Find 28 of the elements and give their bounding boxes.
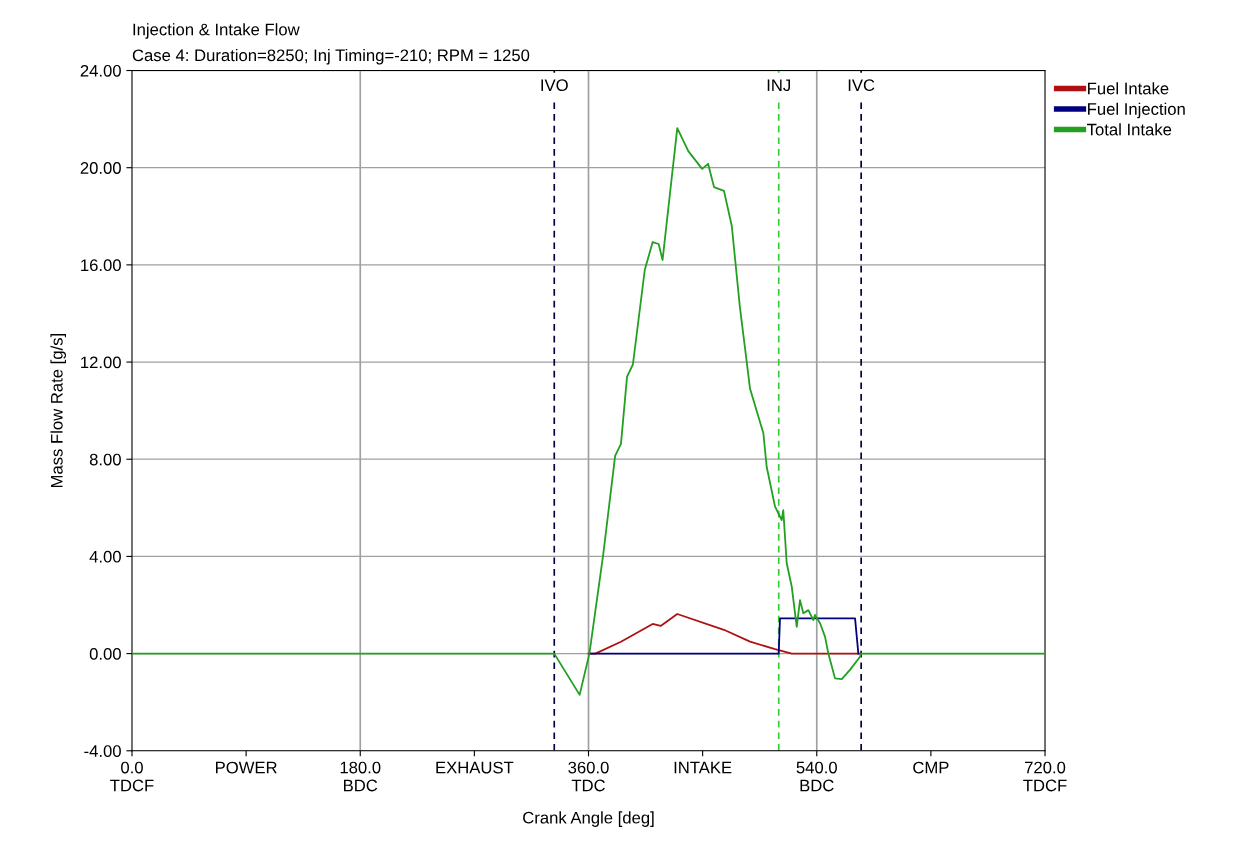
y-tick-label: 24.00 (80, 64, 121, 77)
x-tick-label: INTAKE (674, 761, 732, 774)
legend-label: Total Intake (1087, 123, 1172, 136)
x-tick-label: 720.0 TDCF (1023, 761, 1067, 792)
legend-label: Fuel Intake (1088, 82, 1169, 95)
y-tick-label: 16.00 (81, 259, 121, 272)
x-tick-label: CMP (913, 761, 949, 774)
y-tick-label: 8.00 (89, 453, 121, 466)
chart-subtitle: Case 4: Duration=8250; Inj Timing=-210; RPM = 1250 (132, 48, 530, 65)
x-tick-label: 540.0 BDC (796, 761, 837, 792)
x-tick-label: 360.0 TDC (568, 761, 609, 792)
legend-label: Fuel Injection (1088, 102, 1185, 119)
chart-title: Injection & Intake Flow (133, 23, 300, 39)
ref-line-label: IVO (541, 79, 568, 92)
y-axis-title: Mass Flow Rate [g/s] (50, 334, 66, 488)
x-tick-label: EXHAUST (436, 761, 514, 774)
x-tick-label: 180.0 BDC (340, 761, 381, 792)
ref-line-label: IVC (848, 79, 875, 92)
y-tick-label: 12.00 (81, 356, 121, 369)
y-tick-label: 0.00 (89, 648, 121, 660)
x-tick-label: POWER (216, 761, 277, 774)
y-tick-label: 4.00 (89, 550, 121, 563)
x-axis-title: Crank Angle [deg] (523, 811, 654, 827)
line-series (131, 127, 1046, 696)
y-tick-label: -4.00 (84, 745, 121, 757)
x-tick-label: 0.0 TDCF (110, 761, 154, 792)
y-tick-label: 20.00 (80, 162, 121, 174)
ref-line-label: INJ (767, 79, 790, 92)
